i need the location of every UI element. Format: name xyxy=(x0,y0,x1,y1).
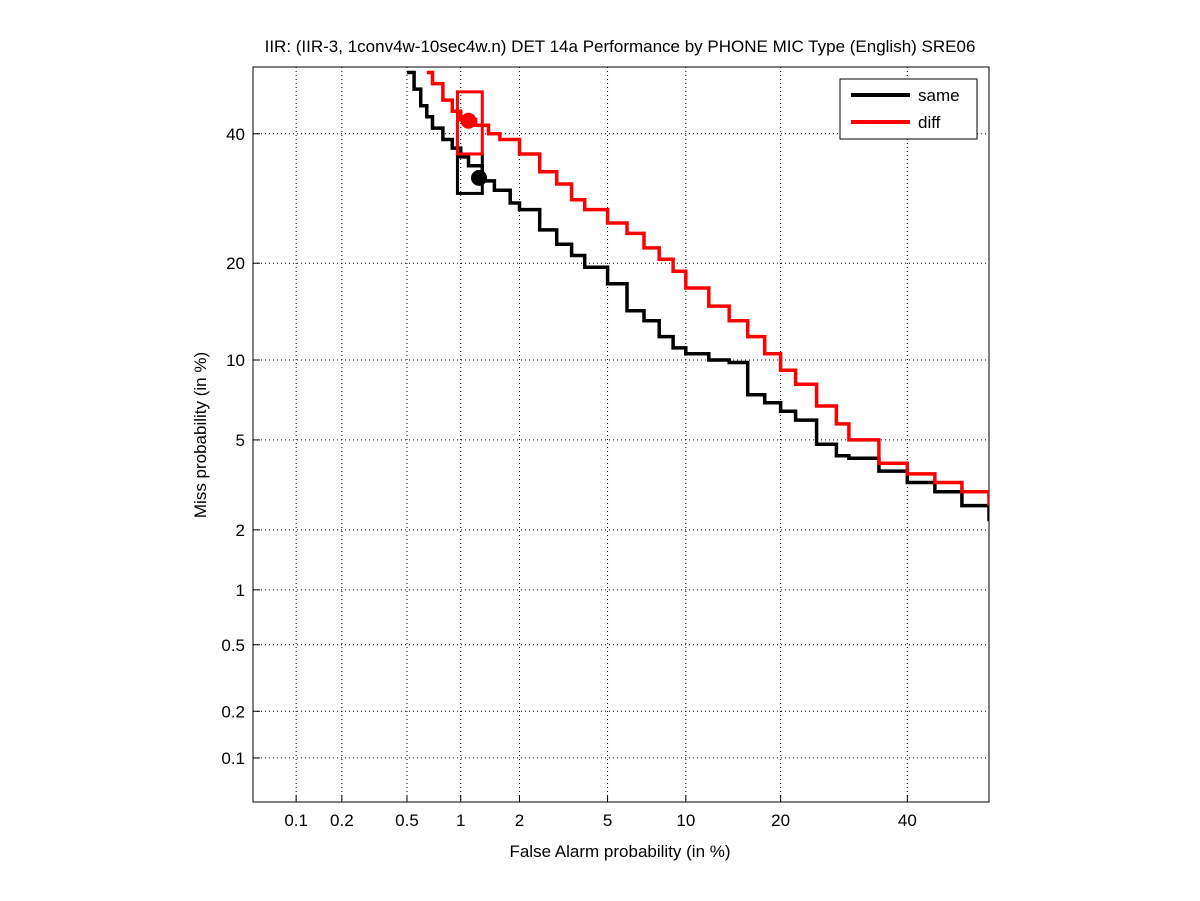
x-tick-label: 0.5 xyxy=(395,811,419,830)
x-tick-label: 0.2 xyxy=(330,811,354,830)
x-axis-title: False Alarm probability (in %) xyxy=(509,842,730,861)
y-tick-label: 40 xyxy=(226,125,245,144)
legend-box xyxy=(839,78,978,140)
x-tick-label: 20 xyxy=(771,811,790,830)
series-layer xyxy=(407,70,989,522)
x-axis: 0.1 0.2 0.5 1 2 5 10 20 40 xyxy=(284,795,917,830)
y-tick-label: 0.2 xyxy=(221,702,245,721)
x-tick-label: 1 xyxy=(456,811,465,830)
y-tick-label: 1 xyxy=(236,581,245,600)
legend-label-diff: diff xyxy=(918,113,941,132)
x-tick-label: 10 xyxy=(676,811,695,830)
y-tick-label: 0.1 xyxy=(221,749,245,768)
chart-title: IIR: (IIR-3, 1conv4w-10sec4w.n) DET 14a … xyxy=(265,37,976,56)
x-tick-label: 40 xyxy=(898,811,917,830)
y-tick-label: 0.5 xyxy=(221,636,245,655)
y-axis-title: Miss probability (in %) xyxy=(191,352,210,518)
y-tick-label: 10 xyxy=(226,351,245,370)
legend: same diff xyxy=(839,78,978,140)
operating-point-same xyxy=(471,169,488,186)
plot-area xyxy=(252,66,990,803)
x-tick-label: 0.1 xyxy=(284,811,308,830)
series-line-same xyxy=(407,70,989,522)
x-tick-label: 2 xyxy=(515,811,524,830)
operating-points xyxy=(455,90,488,195)
y-tick-label: 20 xyxy=(226,254,245,273)
confidence-box-diff xyxy=(455,90,484,156)
series-line-diff xyxy=(426,70,989,506)
y-tick-label: 2 xyxy=(236,521,245,540)
y-tick-label: 5 xyxy=(236,431,245,450)
operating-point-diff xyxy=(460,112,477,129)
grid-lines xyxy=(253,67,989,802)
legend-label-same: same xyxy=(918,86,960,105)
x-tick-label: 5 xyxy=(603,811,612,830)
y-axis: 0.1 0.2 0.5 1 2 5 10 20 40 xyxy=(221,125,260,768)
